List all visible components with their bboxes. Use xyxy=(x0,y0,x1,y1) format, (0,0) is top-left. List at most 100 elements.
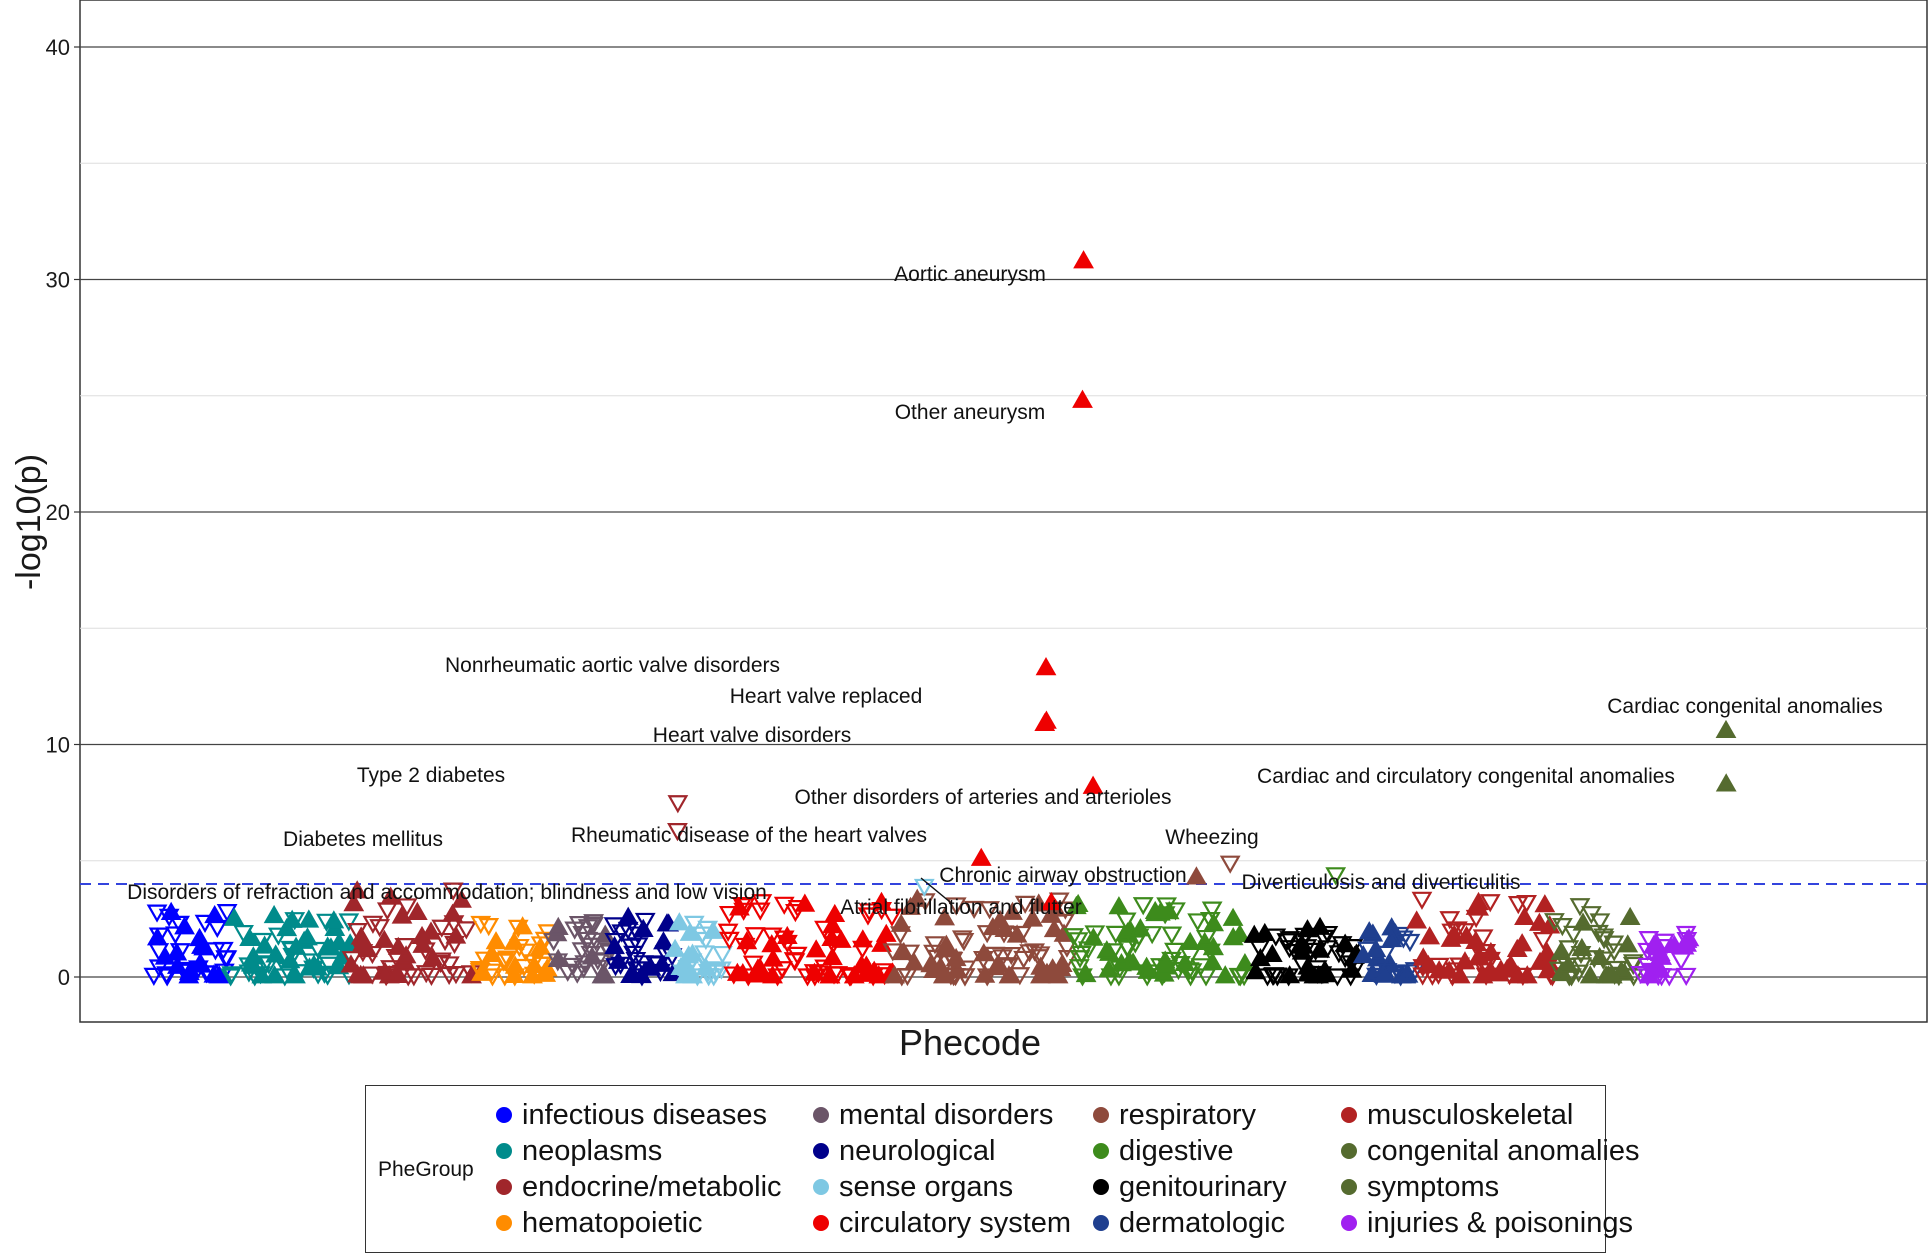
data-point xyxy=(963,900,985,920)
data-point xyxy=(221,966,243,985)
data-point xyxy=(893,941,915,961)
data-point xyxy=(1075,963,1097,983)
labeled-data-point xyxy=(1073,250,1094,269)
legend-label: endocrine/metabolic xyxy=(522,1170,782,1203)
legend-swatch xyxy=(496,1179,512,1195)
y-tick-label: 10 xyxy=(46,733,70,758)
data-point xyxy=(165,926,186,945)
data-point xyxy=(1500,954,1522,973)
point-label: Cardiac congenital anomalies xyxy=(1607,695,1883,718)
data-point xyxy=(564,921,586,940)
data-point xyxy=(1412,959,1434,978)
data-point xyxy=(1156,897,1178,916)
data-point xyxy=(822,946,843,966)
data-point xyxy=(412,934,434,953)
data-point xyxy=(1393,930,1414,949)
legend-swatch xyxy=(496,1107,512,1123)
data-point xyxy=(903,952,925,971)
data-point xyxy=(515,943,537,962)
data-point xyxy=(194,914,216,934)
data-point xyxy=(251,965,273,984)
data-point xyxy=(945,897,967,916)
legend-swatch xyxy=(1341,1179,1357,1195)
data-point xyxy=(216,904,238,923)
legend-label: dermatologic xyxy=(1119,1206,1286,1239)
data-point xyxy=(1261,943,1283,963)
legend-label: neurological xyxy=(839,1134,996,1167)
data-point xyxy=(924,936,946,955)
data-point xyxy=(863,960,885,979)
legend-swatch xyxy=(1093,1107,1109,1123)
y-axis-label: -log10(p) xyxy=(10,454,48,590)
data-point xyxy=(736,931,758,950)
y-axis-ticks: 0 10 20 30 40 xyxy=(46,35,80,990)
legend-label: injuries & poisonings xyxy=(1367,1206,1633,1239)
data-point xyxy=(267,927,289,946)
data-point xyxy=(347,923,368,942)
point-label: Heart valve replaced xyxy=(730,685,923,708)
legend-swatch xyxy=(1093,1179,1109,1195)
data-point xyxy=(471,962,492,981)
legend-item: dermatologic xyxy=(1093,1206,1285,1240)
legend-swatch xyxy=(1341,1143,1357,1159)
data-point xyxy=(442,903,463,922)
data-point xyxy=(470,915,492,935)
point-label: Atrial fibrillation and flutter xyxy=(840,896,1082,919)
data-point xyxy=(882,943,904,962)
data-point xyxy=(274,968,296,987)
data-point xyxy=(1570,945,1592,965)
data-point xyxy=(442,882,464,901)
data-point xyxy=(1532,932,1554,951)
data-point xyxy=(1179,931,1201,950)
data-point xyxy=(777,934,798,954)
data-point xyxy=(481,963,503,982)
data-point xyxy=(373,929,395,948)
data-point xyxy=(1675,967,1697,987)
point-label: Cardiac and circulatory congenital anoma… xyxy=(1257,765,1675,788)
data-point xyxy=(238,957,260,976)
data-point xyxy=(628,961,650,980)
data-point xyxy=(574,955,596,974)
point-label: Chronic airway obstruction xyxy=(939,864,1186,887)
data-point xyxy=(1472,965,1494,984)
legend-item: hematopoietic xyxy=(496,1206,703,1240)
data-point xyxy=(1641,965,1663,984)
data-point xyxy=(1254,922,1276,942)
data-point xyxy=(421,967,442,986)
legend-item: circulatory system xyxy=(813,1206,1071,1240)
data-point xyxy=(156,966,178,985)
data-point xyxy=(935,934,957,953)
data-point xyxy=(945,947,967,967)
data-point xyxy=(729,897,750,916)
legend-label: respiratory xyxy=(1119,1098,1256,1131)
data-point xyxy=(406,901,428,920)
data-point xyxy=(196,965,217,984)
data-point xyxy=(193,937,215,956)
data-point xyxy=(664,938,686,957)
point-labels: Aortic aneurysm Other aneurysm Nonrheumati… xyxy=(127,263,1883,919)
data-point xyxy=(686,968,708,987)
data-point xyxy=(1132,897,1154,916)
data-point xyxy=(784,953,806,972)
legend-item: musculoskeletal xyxy=(1341,1098,1573,1132)
data-point xyxy=(699,961,720,980)
data-point xyxy=(1105,925,1127,944)
data-point xyxy=(672,964,694,983)
data-point xyxy=(644,956,666,975)
labeled-data-point xyxy=(667,795,689,814)
data-point xyxy=(512,916,534,935)
data-point xyxy=(691,926,713,945)
data-point xyxy=(455,921,477,940)
data-point xyxy=(726,962,748,981)
data-point xyxy=(535,963,557,982)
data-point xyxy=(1563,925,1584,945)
data-point xyxy=(998,965,1020,984)
data-point xyxy=(1036,962,1058,981)
data-point xyxy=(420,921,442,940)
legend-swatch xyxy=(1093,1215,1109,1231)
legend-item: sense organs xyxy=(813,1170,1013,1204)
data-point xyxy=(604,935,625,955)
data-point xyxy=(204,904,226,924)
data-point xyxy=(343,893,365,912)
data-point xyxy=(1637,968,1658,987)
